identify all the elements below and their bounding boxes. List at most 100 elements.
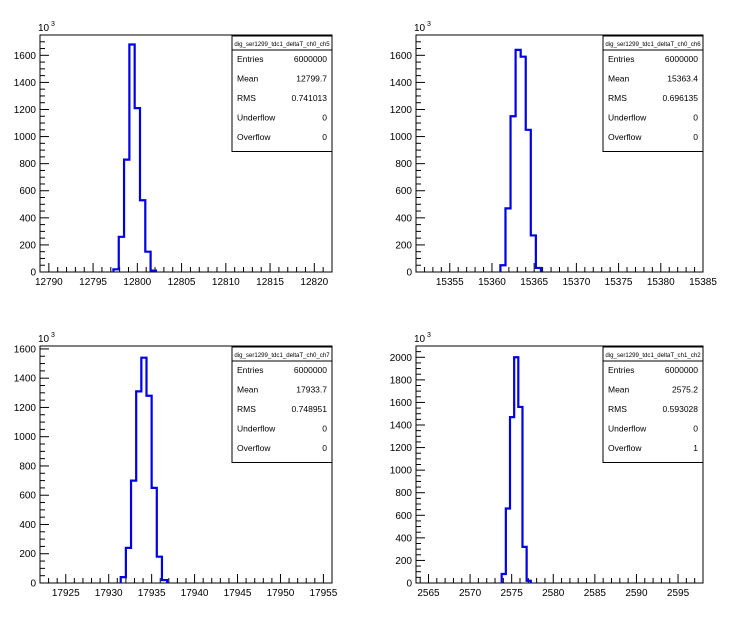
y-tick-label: 400	[19, 213, 36, 224]
x-tick-label: 12810	[212, 277, 240, 288]
y-tick-label: 600	[395, 186, 412, 197]
stats-label-rms: RMS	[237, 93, 256, 103]
stats-label-overflow: Overflow	[608, 132, 642, 142]
y-tick-label: 1800	[390, 375, 413, 386]
stats-value-overflow: 0	[693, 132, 698, 142]
y-tick-label: 0	[406, 268, 412, 279]
y-exponent-base: 10	[414, 23, 426, 34]
stats-box	[231, 346, 333, 463]
histogram-title: dig_ser1299_tdc1_deltaT_ch0_ch5	[234, 41, 330, 48]
stats-value-mean: 15363.4	[667, 74, 698, 84]
y-tick-label: 1000	[14, 132, 37, 143]
x-tick-label: 2575	[501, 588, 524, 599]
stats-value-underflow: 0	[693, 424, 698, 434]
histogram-title: dig_ser1299_tdc1_deltaT_ch0_ch7	[234, 352, 330, 359]
y-tick-label: 800	[395, 159, 412, 170]
y-tick-label: 1400	[14, 374, 37, 385]
stats-label-entries: Entries	[608, 54, 634, 64]
x-tick-label: 12815	[256, 277, 284, 288]
y-exponent-power: 3	[51, 332, 55, 339]
y-tick-label: 1200	[390, 105, 413, 116]
histogram-outline	[112, 43, 158, 272]
stats-value-rms: 0.593028	[663, 404, 699, 414]
y-tick-label: 800	[19, 159, 36, 170]
stats-value-overflow: 0	[322, 443, 327, 453]
stats-value-entries: 6000000	[665, 365, 698, 375]
y-tick-label: 1600	[390, 51, 413, 62]
x-tick-label: 17935	[138, 588, 166, 599]
stats-label-entries: Entries	[237, 365, 263, 375]
stats-label-underflow: Underflow	[608, 424, 647, 434]
y-tick-label: 800	[19, 461, 36, 472]
stats-value-underflow: 0	[322, 113, 327, 123]
y-tick-label: 200	[395, 556, 412, 567]
y-tick-label: 600	[19, 491, 36, 502]
stats-value-underflow: 0	[693, 113, 698, 123]
stats-label-overflow: Overflow	[237, 443, 271, 453]
stats-value-rms: 0.696135	[663, 93, 699, 103]
y-tick-label: 400	[395, 533, 412, 544]
histogram-panel-4: 0 200 400 600 800 1000 1200 1400 1600 1800 2000 256…	[390, 332, 704, 599]
stats-value-rms: 0.741013	[292, 93, 328, 103]
x-tick-label: 15375	[605, 277, 633, 288]
histogram-title: dig_ser1299_tdc1_deltaT_ch0_ch6	[605, 41, 701, 48]
x-tick-label: 17930	[95, 588, 123, 599]
y-tick-label: 2000	[390, 353, 413, 364]
y-exponent-power: 3	[51, 21, 55, 28]
x-tick-label: 17950	[267, 588, 295, 599]
y-tick-label: 1400	[14, 78, 37, 89]
y-tick-label: 1400	[390, 78, 413, 89]
y-tick-label: 1600	[390, 398, 413, 409]
y-tick-label: 1200	[14, 105, 37, 116]
y-tick-label: 1000	[390, 466, 413, 477]
y-tick-label: 1000	[390, 132, 413, 143]
y-tick-label: 200	[395, 240, 412, 251]
x-tick-label: 17955	[310, 588, 338, 599]
histogram-title: dig_ser1299_tdc1_deltaT_ch1_ch2	[605, 352, 701, 359]
stats-value-mean: 17933.7	[296, 385, 327, 395]
stats-box	[602, 346, 704, 463]
stats-label-rms: RMS	[608, 404, 627, 414]
stats-value-entries: 6000000	[294, 365, 327, 375]
y-tick-label: 800	[395, 488, 412, 499]
x-tick-label: 12820	[300, 277, 328, 288]
stats-label-mean: Mean	[237, 74, 259, 84]
x-tick-label: 2570	[459, 588, 482, 599]
x-tick-label: 15370	[562, 277, 590, 288]
y-tick-label: 1200	[14, 403, 37, 414]
stats-value-mean: 12799.7	[296, 74, 327, 84]
stats-label-mean: Mean	[608, 74, 630, 84]
y-exponent-base: 10	[38, 23, 50, 34]
stats-label-mean: Mean	[608, 385, 630, 395]
stats-label-rms: RMS	[237, 404, 256, 414]
y-exponent-base: 10	[414, 334, 426, 345]
x-tick-label: 2595	[667, 588, 690, 599]
x-tick-label: 12790	[35, 277, 63, 288]
stats-value-entries: 6000000	[665, 54, 698, 64]
y-exponent-power: 3	[427, 21, 431, 28]
y-tick-label: 200	[19, 549, 36, 560]
x-tick-label: 2580	[542, 588, 565, 599]
y-tick-label: 0	[30, 268, 36, 279]
x-tick-label: 2585	[584, 588, 607, 599]
y-tick-label: 600	[395, 511, 412, 522]
stats-label-entries: Entries	[608, 365, 634, 375]
histogram-outline	[500, 356, 532, 583]
stats-value-entries: 6000000	[294, 54, 327, 64]
x-tick-label: 15385	[689, 277, 717, 288]
y-tick-label: 1400	[390, 421, 413, 432]
stats-value-overflow: 0	[322, 132, 327, 142]
stats-label-underflow: Underflow	[237, 424, 276, 434]
y-tick-label: 200	[19, 240, 36, 251]
y-tick-label: 1600	[14, 51, 37, 62]
y-tick-label: 400	[395, 213, 412, 224]
y-exponent-power: 3	[427, 332, 431, 339]
stats-label-overflow: Overflow	[608, 443, 642, 453]
plot-frame	[39, 34, 333, 273]
x-tick-label: 17945	[224, 588, 252, 599]
y-tick-label: 0	[30, 579, 36, 590]
